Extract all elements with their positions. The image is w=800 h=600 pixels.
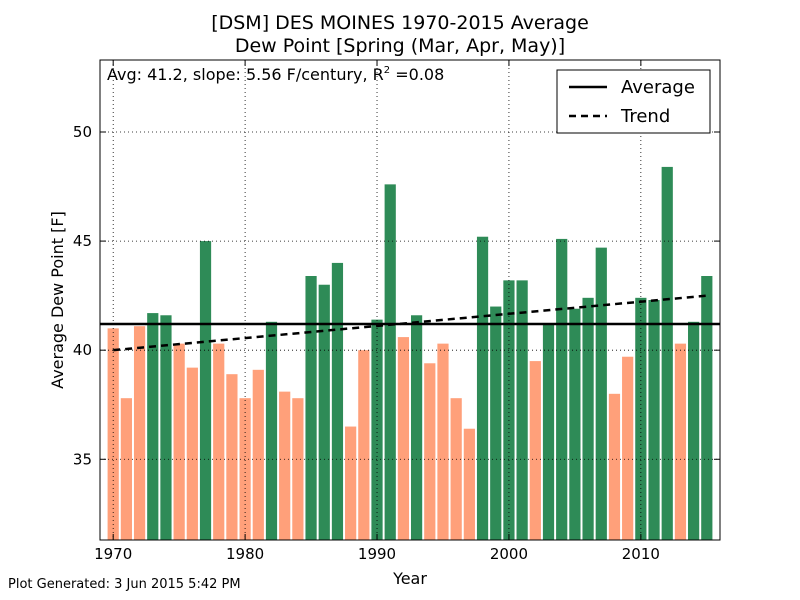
- y-tick-label-35: 35: [73, 450, 92, 468]
- bar-2005: [569, 308, 581, 540]
- chart-title-line-2: Dew Point [Spring (Mar, Apr, May)]: [234, 35, 566, 57]
- bar-1974: [160, 315, 172, 540]
- chart-title-line-1: [DSM] DES MOINES 1970-2015 Average: [211, 12, 589, 34]
- bar-1992: [397, 337, 410, 540]
- bar-2012: [661, 166, 673, 540]
- x-tick-label-1970: 1970: [94, 545, 132, 563]
- bar-1973: [147, 313, 159, 540]
- bar-1999: [490, 306, 502, 540]
- y-tick-label-40: 40: [73, 341, 92, 359]
- bar-1970: [107, 328, 119, 540]
- bar-1984: [292, 398, 304, 540]
- bar-2002: [529, 361, 541, 540]
- legend-label-trend: Trend: [620, 106, 670, 127]
- bar-1996: [450, 398, 462, 540]
- bar-2001: [516, 280, 528, 540]
- bar-1995: [437, 343, 449, 540]
- x-tick-label-2010: 2010: [622, 545, 660, 563]
- bar-2007: [595, 247, 607, 541]
- bar-2000: [503, 280, 515, 540]
- bar-1972: [133, 326, 146, 540]
- x-axis-label: Year: [392, 569, 427, 588]
- stats-annotation-prefix: Avg: 41.2, slope: 5.56 F/century, R: [107, 65, 384, 84]
- bar-1987: [331, 262, 344, 540]
- bar-1978: [213, 343, 225, 540]
- bar-2009: [622, 356, 634, 540]
- bar-1982: [265, 321, 278, 540]
- bar-1994: [424, 363, 436, 540]
- bar-2010: [635, 297, 647, 540]
- trend-line: [113, 294, 707, 352]
- stats-annotation-superscript: 2: [384, 65, 390, 76]
- bar-1975: [173, 343, 185, 540]
- bar-1983: [279, 391, 291, 540]
- bar-2013: [674, 343, 687, 540]
- bar-2011: [648, 300, 660, 540]
- bar-1979: [226, 374, 238, 540]
- x-tick-label-2000: 2000: [490, 545, 528, 563]
- stats-annotation-suffix: =0.08: [390, 65, 444, 84]
- y-tick-label-45: 45: [73, 232, 92, 250]
- bar-1971: [120, 398, 132, 540]
- stats-annotation: Avg: 41.2, slope: 5.56 F/century, R2 =0.…: [107, 65, 444, 84]
- legend-label-average: Average: [621, 77, 695, 98]
- bar-2006: [582, 297, 594, 540]
- bar-1985: [305, 276, 317, 540]
- bar-1998: [476, 236, 489, 540]
- x-tick-label-1980: 1980: [226, 545, 264, 563]
- bar-2008: [608, 393, 621, 540]
- legend: Average Trend: [556, 69, 711, 134]
- bar-1997: [463, 428, 475, 540]
- bar-1993: [410, 315, 423, 540]
- bar-2004: [556, 238, 568, 540]
- bar-1990: [371, 319, 383, 540]
- plot-generated-footer: Plot Generated: 3 Jun 2015 5:42 PM: [8, 577, 241, 592]
- y-tick-label-50: 50: [73, 123, 92, 141]
- bar-1977: [199, 241, 212, 540]
- y-axis-label: Average Dew Point [F]: [48, 211, 67, 389]
- plot-frame: [99, 59, 721, 541]
- legend-box: [556, 69, 711, 134]
- bar-1989: [358, 350, 370, 540]
- bar-1976: [186, 367, 198, 540]
- bar-1988: [345, 426, 357, 540]
- bar-1980: [239, 398, 251, 540]
- bar-2014: [688, 321, 700, 540]
- bar-1991: [384, 184, 396, 540]
- bar-1986: [318, 284, 330, 540]
- bar-1981: [252, 369, 264, 540]
- bar-2003: [542, 324, 555, 540]
- bar-2015: [701, 276, 713, 540]
- x-tick-label-1990: 1990: [358, 545, 396, 563]
